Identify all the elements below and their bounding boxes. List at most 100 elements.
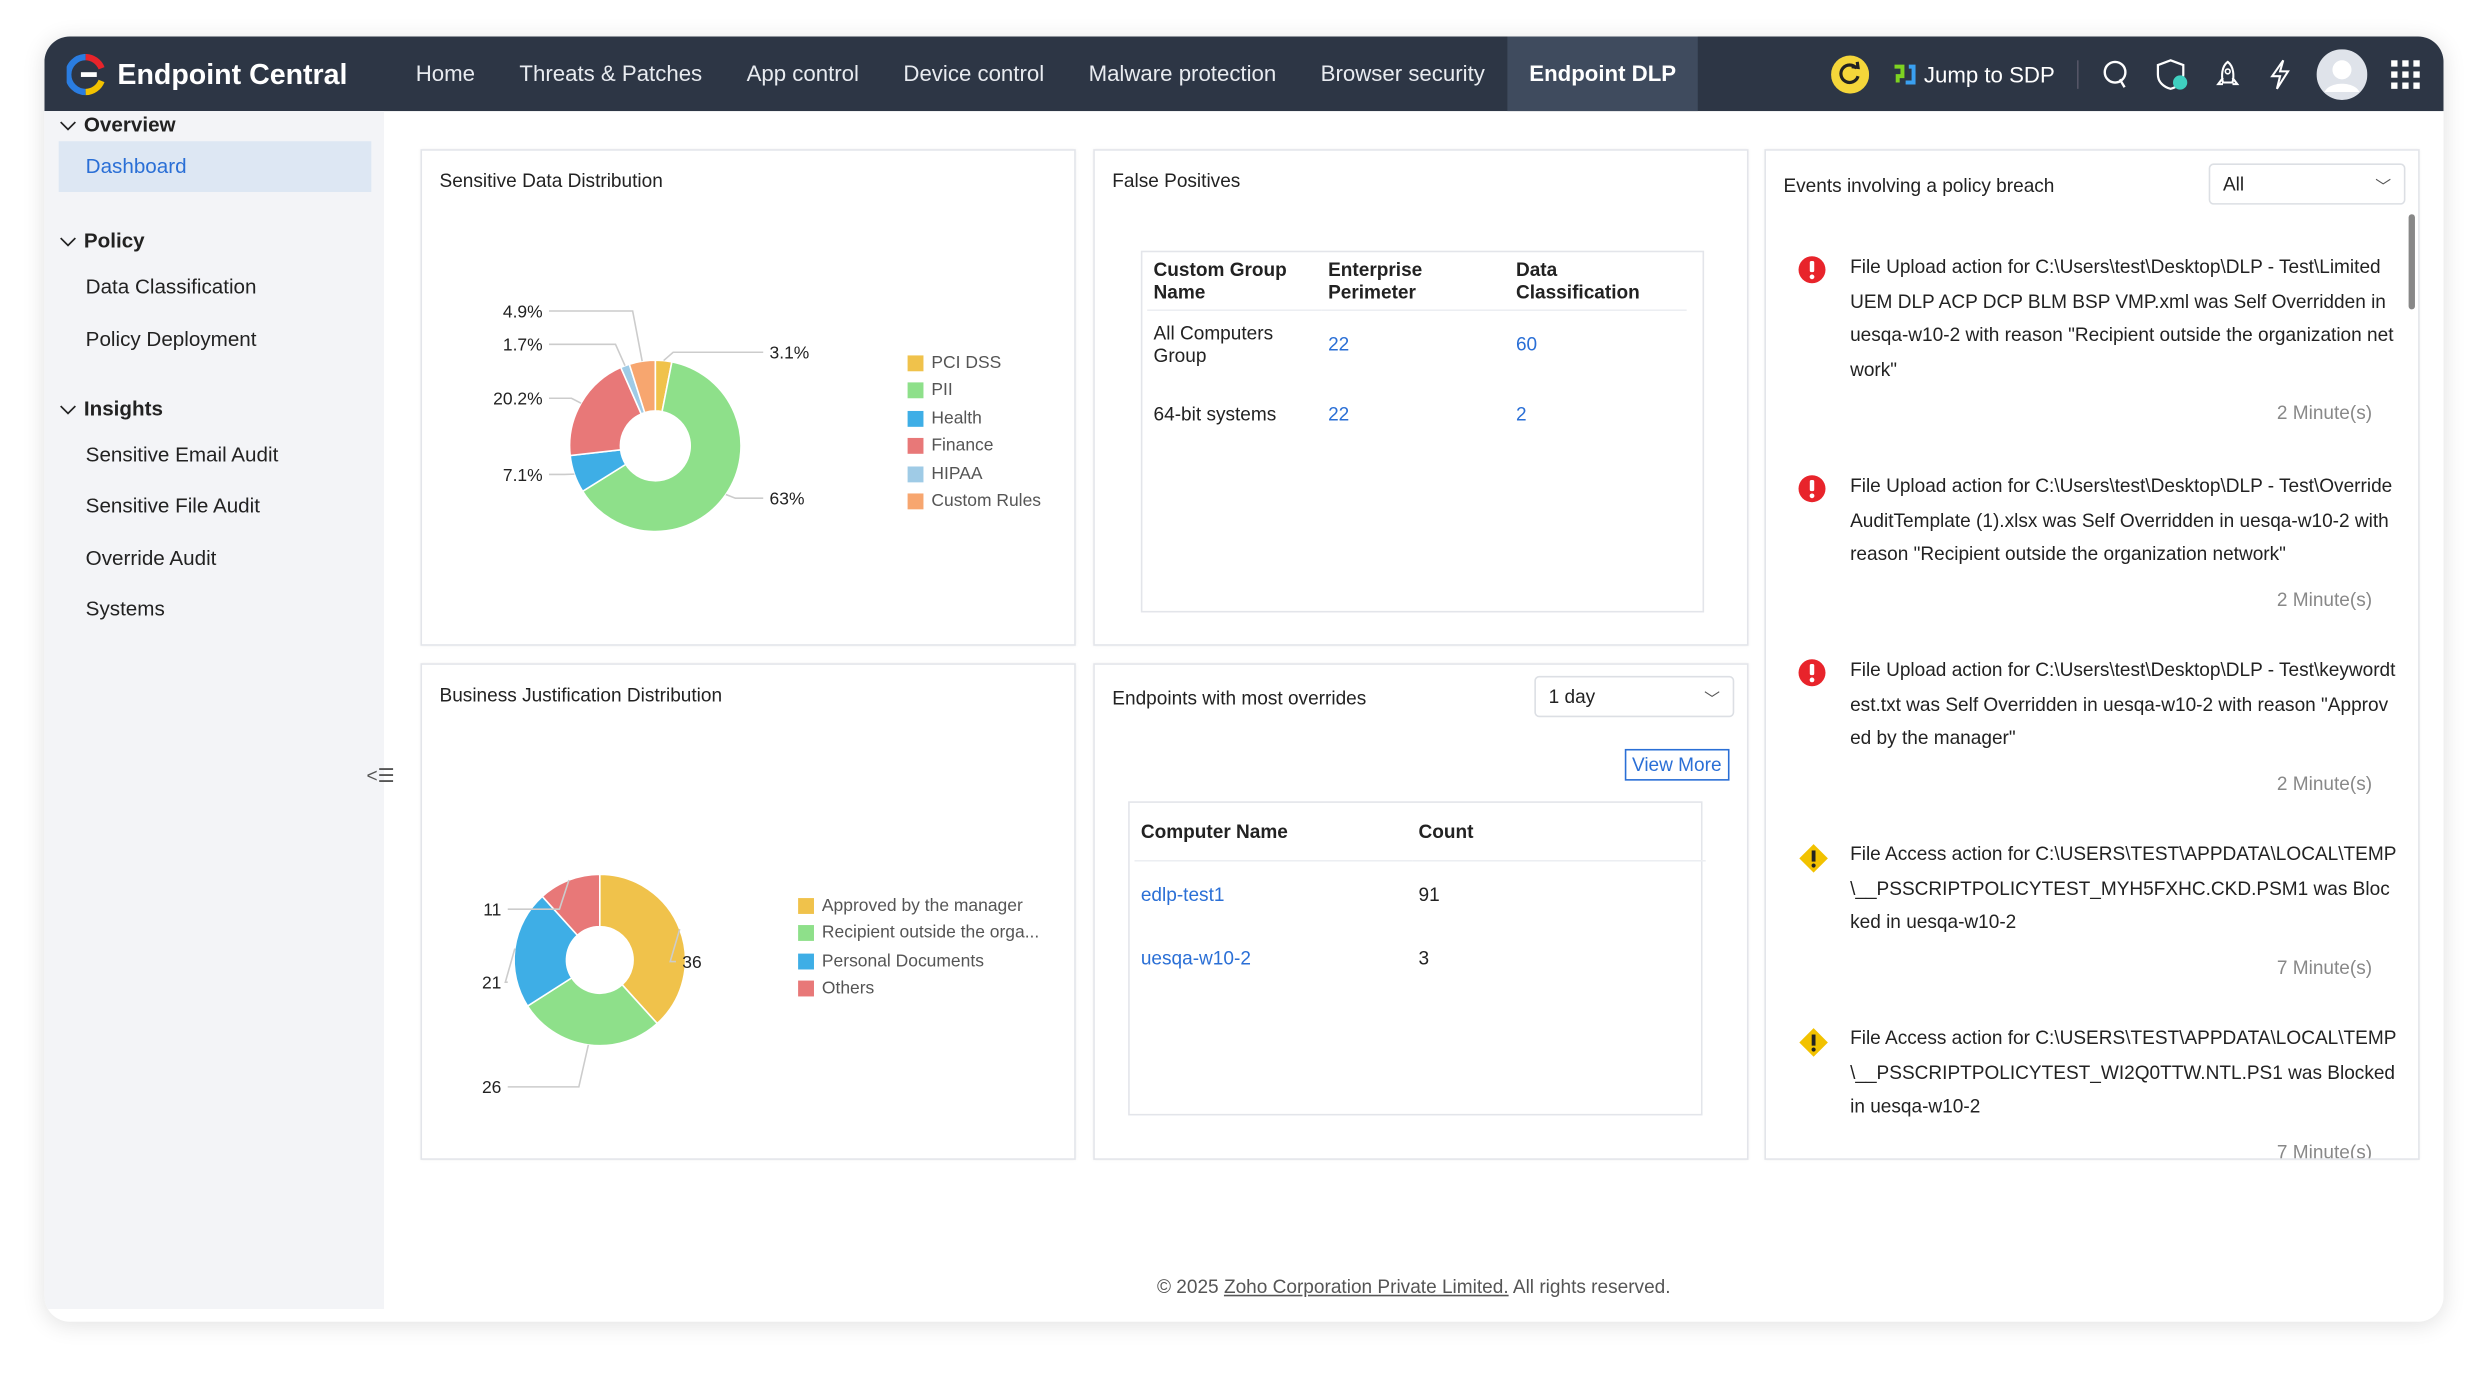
legend-item[interactable]: HIPAA	[907, 460, 1041, 488]
sidebar-item-sensitive-file-audit[interactable]: Sensitive File Audit	[85, 493, 260, 518]
nav-browser-security[interactable]: Browser security	[1320, 60, 1485, 86]
view-more-button[interactable]: View More	[1624, 748, 1730, 781]
pie-slice-approved-by-the-manager[interactable]	[598, 873, 687, 1025]
sidebar-item-data-classification[interactable]: Data Classification	[85, 274, 257, 299]
sidebar-item-systems[interactable]: Systems	[85, 596, 165, 621]
legend-item[interactable]: PCI DSS	[907, 349, 1041, 377]
column-header[interactable]: Computer Name	[1134, 802, 1413, 861]
sidebar-item-sensitive-email-audit[interactable]: Sensitive Email Audit	[85, 442, 279, 467]
app-logo[interactable]: Endpoint Central	[66, 53, 348, 96]
events-filter-dropdown[interactable]: All ﹀	[2208, 163, 2406, 205]
column-header[interactable]: Data Classification	[1509, 252, 1687, 311]
legend-label: HIPAA	[931, 464, 983, 484]
jump-sdp-icon	[1893, 63, 1915, 84]
shield-icon[interactable]	[2155, 56, 2190, 91]
search-icon[interactable]	[2101, 58, 2133, 90]
cell-link[interactable]: edlp-test1	[1140, 884, 1225, 907]
leader-line	[548, 310, 643, 362]
sidebar: <☰ ⌵ Overview Dashboard ⌵ Policy Data Classif…	[44, 111, 395, 1310]
error-icon	[1798, 658, 1827, 694]
leader-line	[504, 948, 516, 983]
sidebar-section-insights[interactable]: ⌵ Insights	[44, 395, 163, 420]
nav-endpoint-dlp[interactable]: Endpoint DLP	[1507, 36, 1699, 112]
legend-label: Recipient outside the orga...	[821, 923, 1040, 943]
pie-slice-personal-documents[interactable]	[513, 895, 579, 1008]
legend-item[interactable]: Personal Documents	[798, 947, 1039, 975]
table-cell: 60	[1510, 309, 1687, 379]
footer: © 2025 Zoho Corporation Private Limited.…	[384, 1276, 2444, 1298]
event-time: 2 Minute(s)	[2276, 772, 2373, 795]
data-label: 63%	[770, 489, 805, 509]
refresh-icon[interactable]	[1830, 54, 1869, 93]
cell-link[interactable]: 22	[1328, 403, 1350, 426]
app-grid-icon[interactable]	[2390, 58, 2422, 90]
app-title: Endpoint Central	[117, 57, 348, 90]
pie-slice-recipient-outside-the-orga-[interactable]	[526, 976, 659, 1047]
legend-swatch	[798, 897, 814, 914]
leader-line	[548, 397, 582, 404]
events-scrollbar[interactable]	[2408, 214, 2415, 310]
leader-line	[663, 351, 764, 362]
event-time: 2 Minute(s)	[2276, 588, 2373, 611]
sidebar-item-dashboard[interactable]: Dashboard	[58, 141, 372, 192]
cell-link[interactable]: 2	[1515, 403, 1527, 426]
jump-to-sdp-button[interactable]: Jump to SDP	[1891, 61, 2055, 86]
cell-link[interactable]: uesqa-w10-2	[1140, 947, 1251, 970]
pie-slice-others[interactable]	[541, 873, 601, 937]
warning-icon	[1798, 1027, 1830, 1067]
sidebar-item-policy-deployment[interactable]: Policy Deployment	[85, 326, 257, 351]
legend-item[interactable]: Custom Rules	[907, 488, 1041, 516]
event-time: 7 Minute(s)	[2276, 1140, 2373, 1160]
legend-item[interactable]: Health	[907, 405, 1041, 433]
collapse-sidebar-icon[interactable]: <☰	[366, 764, 395, 788]
lightning-icon[interactable]	[2266, 58, 2295, 90]
period-dropdown[interactable]: 1 day ﹀	[1534, 675, 1735, 718]
data-label: 36	[682, 952, 701, 972]
pie-slice-pii[interactable]	[581, 360, 742, 533]
data-label: 3.1%	[770, 343, 810, 363]
leader-line	[507, 879, 570, 910]
nav-app-control[interactable]: App control	[746, 60, 859, 86]
sidebar-section-overview[interactable]: ⌵ Overview	[44, 111, 175, 136]
legend-item[interactable]: Recipient outside the orga...	[798, 919, 1039, 947]
column-header[interactable]: Enterprise Perimeter	[1321, 252, 1510, 311]
event-time: 7 Minute(s)	[2276, 956, 2373, 979]
nav-threats-patches[interactable]: Threats & Patches	[519, 60, 703, 86]
cell-value: 3	[1418, 947, 1430, 970]
error-icon	[1798, 474, 1827, 510]
business-justification-donut-chart: 36 26 21 11	[482, 873, 702, 1097]
nav-malware-protection[interactable]: Malware protection	[1088, 60, 1277, 86]
zoho-link[interactable]: Zoho Corporation Private Limited.	[1223, 1275, 1509, 1298]
nav-device-control[interactable]: Device control	[903, 60, 1045, 86]
cell-link[interactable]: 22	[1328, 333, 1350, 356]
legend-swatch	[798, 925, 814, 942]
false-positives-table-box: Custom Group Name Enterprise Perimeter Dat…	[1140, 250, 1705, 613]
legend-swatch	[907, 382, 924, 399]
card-title: Sensitive Data Distribution	[439, 169, 663, 192]
nav-home[interactable]: Home	[415, 60, 475, 86]
legend-label: Others	[821, 979, 875, 999]
pie-slice-custom-rules[interactable]	[628, 359, 657, 414]
table-cell: 2	[1510, 379, 1687, 449]
column-header[interactable]: Count	[1412, 802, 1706, 861]
business-justification-card: Business Justification Distribution 36 26…	[420, 663, 1076, 1160]
event-text: File Access action for C:\USERS\TEST\APP…	[1850, 842, 2397, 933]
legend-item[interactable]: PII	[907, 377, 1041, 405]
rocket-icon[interactable]	[2212, 58, 2244, 90]
data-label: 21	[482, 973, 501, 993]
table-cell: All Computers Group	[1147, 309, 1322, 379]
cell-link[interactable]: 60	[1515, 333, 1538, 356]
endpoints-table-box: Computer Name Count edlp-test1 91 uesqa-w10-…	[1128, 801, 1706, 1116]
legend-item[interactable]: Others	[798, 975, 1039, 1003]
section-label: Insights	[83, 395, 163, 420]
chart-legend: Approved by the manager Recipient outside…	[798, 892, 1039, 1003]
column-header[interactable]: Custom Group Name	[1147, 252, 1322, 311]
pie-slice-finance[interactable]	[568, 366, 643, 457]
legend-item[interactable]: Finance	[907, 432, 1041, 460]
sidebar-section-policy[interactable]: ⌵ Policy	[44, 227, 144, 252]
legend-swatch	[798, 980, 814, 997]
avatar[interactable]	[2316, 48, 2368, 100]
legend-item[interactable]: Approved by the manager	[798, 892, 1039, 920]
legend-swatch	[907, 466, 924, 482]
sidebar-item-override-audit[interactable]: Override Audit	[85, 545, 217, 570]
